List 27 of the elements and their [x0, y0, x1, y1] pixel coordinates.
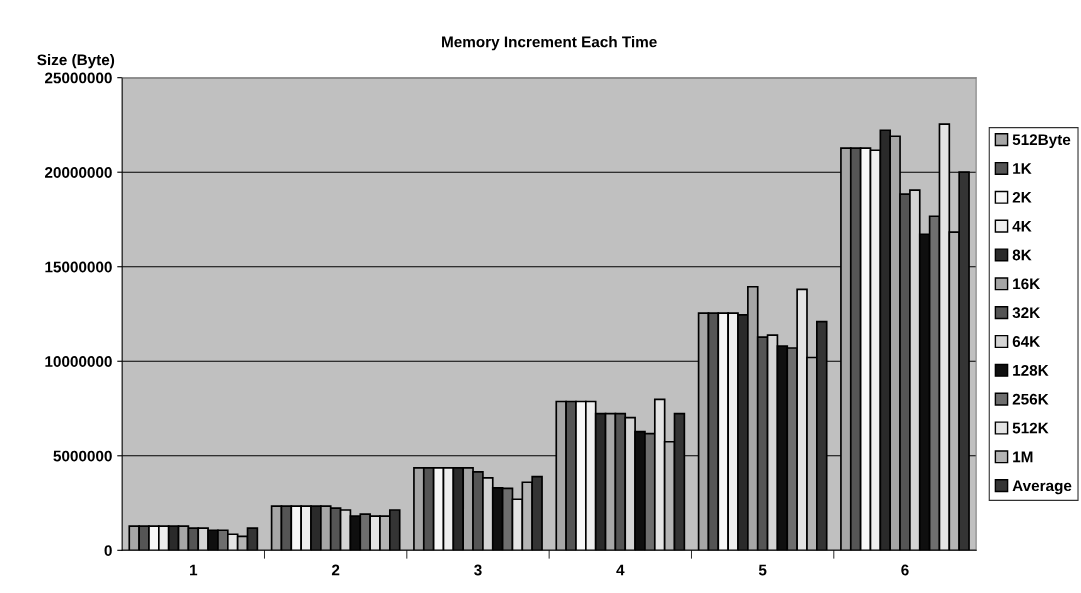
legend-label: 128K [1013, 364, 1049, 376]
legend-label: 1M [1013, 451, 1033, 463]
x-tick-label: 4 [616, 564, 625, 576]
legend-label: 4K [1012, 220, 1032, 232]
chart-title: Memory Increment Each Time [442, 36, 657, 51]
legend-label: 256K [1012, 393, 1049, 405]
legend-label: 64K [1012, 336, 1041, 347]
legend-label: 8K [1012, 249, 1032, 261]
legend-label: 512Byte [1012, 134, 1071, 149]
y-tick-label: 15000000 [45, 261, 112, 273]
x-tick-label: 6 [901, 564, 909, 576]
legend-label: Average [1012, 480, 1072, 495]
y-tick-label: 20000000 [44, 167, 112, 178]
legend-label: 2K [1012, 191, 1032, 203]
y-axis-title: Size (Byte) [37, 53, 115, 69]
x-tick-label: 2 [331, 564, 340, 576]
x-tick-label: 3 [474, 564, 482, 576]
x-tick-label: 1 [190, 564, 198, 576]
legend-label: 512K [1012, 422, 1049, 434]
y-tick-label: 25000000 [44, 72, 112, 84]
legend-label: 1K [1013, 163, 1032, 174]
y-tick-label: 10000000 [45, 356, 112, 367]
y-tick-label: 5000000 [53, 450, 112, 462]
x-tick-label: 5 [758, 564, 767, 576]
legend-label: 32K [1012, 307, 1041, 319]
legend-label: 16K [1013, 278, 1041, 290]
y-tick-label: 0 [104, 545, 112, 556]
